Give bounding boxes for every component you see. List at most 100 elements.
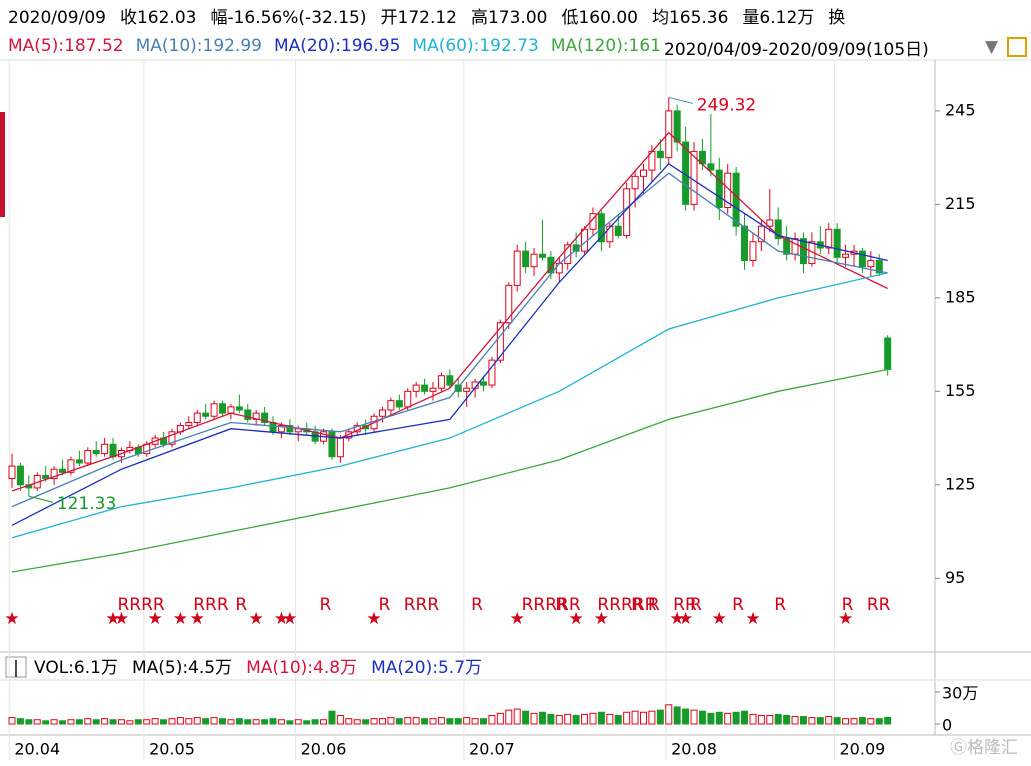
volume-bar <box>749 713 757 725</box>
candle-body <box>261 412 269 423</box>
volume-bar <box>294 719 302 725</box>
r-marker: RR <box>673 595 697 615</box>
volume-bar <box>774 713 782 725</box>
volume-bar <box>463 717 471 725</box>
volume-bar <box>311 719 319 725</box>
x-tick-label: 20.08 <box>671 740 717 759</box>
candle-body <box>269 421 277 433</box>
r-marker: R <box>235 595 247 615</box>
star-marker: ★ <box>4 609 19 629</box>
menu-icon[interactable] <box>1007 37 1027 57</box>
volume-bar <box>387 717 395 725</box>
y-tick-label: 125 <box>945 474 976 493</box>
candle-body <box>614 225 622 237</box>
candle-body <box>783 238 791 255</box>
volume-bar <box>757 714 765 725</box>
candle-body <box>50 468 58 480</box>
volume-bar <box>867 718 875 725</box>
volume-bar <box>33 719 41 725</box>
volume-legend: VOL:6.1万 <box>34 658 118 678</box>
volume-bar <box>589 712 597 725</box>
volume-bar <box>59 720 67 725</box>
r-marker: RRR <box>193 595 229 615</box>
volume-bar <box>134 719 142 725</box>
volume-bar <box>564 713 572 725</box>
volume-bar <box>404 717 412 725</box>
volume-bar <box>884 716 892 725</box>
star-marker: ★ <box>510 609 525 629</box>
ma-line <box>11 172 888 508</box>
volume-bar <box>690 709 698 725</box>
volume-bar <box>597 711 605 725</box>
volume-bar <box>219 718 226 725</box>
candle-body <box>799 238 807 265</box>
volume-bar <box>673 706 681 725</box>
r-marker: R <box>648 595 660 615</box>
volume-bar <box>353 719 361 725</box>
volume-bar <box>783 714 791 725</box>
star-marker: ★ <box>274 609 289 629</box>
volume-bar <box>547 713 555 725</box>
candle-body <box>59 468 67 473</box>
candle-body <box>244 409 252 420</box>
candle-body <box>530 253 538 268</box>
header-item: 2020/09/09 <box>8 8 106 28</box>
candle-body <box>749 241 757 261</box>
dropdown-arrow[interactable]: ▼ <box>985 37 999 57</box>
candle-body <box>732 172 740 227</box>
volume-bar <box>303 720 311 725</box>
volume-bar <box>227 719 235 725</box>
r-marker: RRR <box>404 595 440 615</box>
volume-bar <box>75 719 83 725</box>
volume-bar <box>446 718 454 725</box>
header-item: 量6.12万 <box>742 8 814 28</box>
volume-bar <box>193 717 201 725</box>
y-tick-label: 215 <box>945 194 976 213</box>
volume-bar <box>538 711 546 725</box>
star-marker: ★ <box>148 609 163 629</box>
x-tick-label: 20.06 <box>301 740 347 759</box>
candle-body <box>606 225 614 243</box>
volume-bar <box>176 717 184 725</box>
candle-body <box>168 431 176 445</box>
candle-body <box>429 387 437 392</box>
candle-body <box>555 263 563 274</box>
volume-bar <box>825 716 833 725</box>
volume-bar <box>522 710 530 725</box>
candle-body <box>16 465 24 486</box>
volume-bar <box>117 719 125 725</box>
candle-body <box>219 403 226 414</box>
candle-body <box>741 225 749 261</box>
star-marker: ★ <box>678 609 693 629</box>
volume-bar <box>623 711 631 725</box>
side-tab <box>0 112 5 217</box>
ma-line <box>11 131 888 492</box>
candle-body <box>8 465 16 480</box>
collapse-button[interactable] <box>5 656 27 678</box>
candle-body <box>858 250 866 268</box>
x-tick-label: 20.07 <box>469 740 515 759</box>
r-marker: R <box>631 595 643 615</box>
volume-bar <box>799 716 807 725</box>
candle-body <box>867 259 875 268</box>
r-marker: RR <box>867 595 891 615</box>
volume-bar <box>261 719 269 725</box>
candle-body <box>109 443 117 458</box>
candle-body <box>378 409 386 417</box>
star-marker: ★ <box>670 609 685 629</box>
volume-bar <box>378 718 386 725</box>
volume-bar <box>513 708 521 725</box>
volume-bar <box>269 718 277 725</box>
range-label: 2020/04/09-2020/09/09(105日) <box>664 40 929 60</box>
candle-body <box>833 228 841 258</box>
volume-bar <box>277 719 285 725</box>
volume-bar <box>370 718 378 725</box>
volume-bar <box>682 708 690 725</box>
candle-body <box>437 375 445 389</box>
volume-bar <box>160 719 168 725</box>
volume-legend: MA(20):5.7万 <box>371 658 482 678</box>
candle-body <box>513 250 521 286</box>
volume-bar <box>235 718 243 725</box>
candle-body <box>193 412 201 423</box>
